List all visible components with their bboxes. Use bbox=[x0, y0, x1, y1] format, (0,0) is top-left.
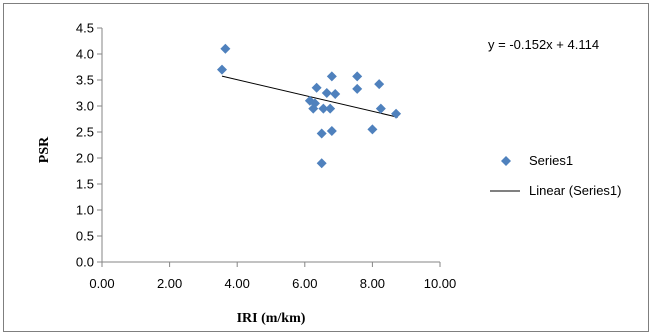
y-tick-label: 0.5 bbox=[76, 229, 94, 244]
data-point bbox=[311, 82, 322, 93]
legend-series1-marker bbox=[501, 156, 511, 166]
data-point bbox=[220, 43, 231, 54]
trendline-equation: y = -0.152x + 4.114 bbox=[488, 37, 599, 52]
data-point bbox=[216, 64, 227, 75]
y-tick-label: 2.0 bbox=[76, 151, 94, 166]
data-point bbox=[375, 103, 386, 114]
x-tick-labels: 0.00 2.00 4.00 6.00 8.00 10.00 bbox=[89, 262, 456, 291]
scatter-chart: 0.0 0.5 1.0 1.5 2.0 2.5 3.0 3.5 4.0 4.5 0.00 2.00 4… bbox=[37, 21, 622, 327]
y-tick-label: 4.5 bbox=[76, 21, 94, 36]
x-tick-label: 10.00 bbox=[424, 276, 457, 291]
data-point bbox=[352, 83, 363, 94]
y-tick-label: 3.5 bbox=[76, 73, 94, 88]
y-axis-title: PSR bbox=[37, 136, 52, 163]
data-point bbox=[326, 125, 337, 136]
data-point bbox=[391, 108, 402, 119]
y-tick-label: 1.0 bbox=[76, 203, 94, 218]
x-tick-label: 8.00 bbox=[360, 276, 385, 291]
data-point bbox=[325, 103, 336, 114]
data-point bbox=[352, 71, 363, 82]
data-point bbox=[318, 103, 329, 114]
y-tick-labels: 0.0 0.5 1.0 1.5 2.0 2.5 3.0 3.5 4.0 4.5 bbox=[76, 21, 102, 270]
axes bbox=[101, 28, 440, 263]
legend-linear-label: Linear (Series1) bbox=[529, 183, 622, 198]
legend-series1-label: Series1 bbox=[529, 153, 573, 168]
y-tick-label: 0.0 bbox=[76, 255, 94, 270]
y-tick-label: 2.5 bbox=[76, 125, 94, 140]
x-tick-label: 6.00 bbox=[292, 276, 317, 291]
x-tick-label: 0.00 bbox=[89, 276, 114, 291]
y-tick-label: 1.5 bbox=[76, 177, 94, 192]
data-points bbox=[216, 43, 402, 169]
y-tick-label: 4.0 bbox=[76, 47, 94, 62]
chart-area: 0.0 0.5 1.0 1.5 2.0 2.5 3.0 3.5 4.0 4.5 0.00 2.00 4… bbox=[3, 3, 649, 332]
data-point bbox=[374, 79, 385, 90]
data-point bbox=[316, 128, 327, 139]
x-axis-title: IRI (m/km) bbox=[237, 311, 306, 326]
x-tick-label: 2.00 bbox=[157, 276, 182, 291]
data-point bbox=[330, 89, 341, 100]
y-tick-label: 3.0 bbox=[76, 99, 94, 114]
data-point bbox=[316, 158, 327, 169]
data-point bbox=[326, 71, 337, 82]
x-tick-label: 4.00 bbox=[225, 276, 250, 291]
data-point bbox=[321, 88, 332, 98]
data-point bbox=[367, 124, 378, 135]
legend: Series1 Linear (Series1) bbox=[490, 153, 622, 198]
data-point bbox=[309, 98, 320, 109]
